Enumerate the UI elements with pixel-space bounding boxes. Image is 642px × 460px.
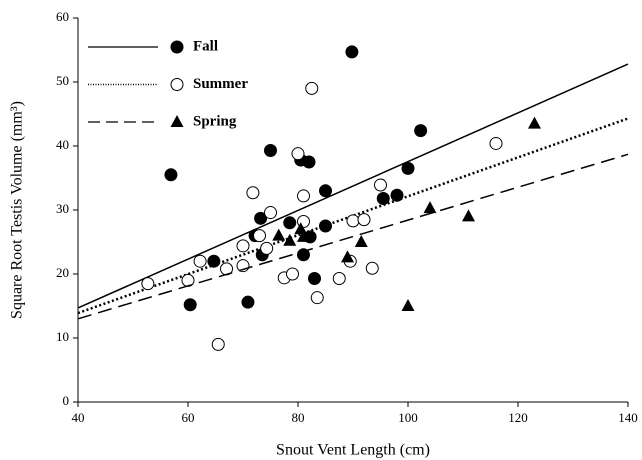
x-tick-label: 60: [182, 410, 195, 425]
point: [207, 254, 221, 268]
point: [164, 168, 178, 182]
point: [264, 143, 277, 157]
point: [308, 271, 321, 285]
fit-line: [77, 63, 629, 309]
point: [354, 235, 368, 247]
point: [141, 277, 155, 291]
point: [236, 239, 250, 253]
legend-marker: [170, 40, 184, 54]
point: [345, 45, 359, 59]
point: [401, 161, 415, 175]
point: [253, 229, 266, 243]
point: [283, 233, 297, 246]
x-tick-label: 100: [398, 410, 418, 425]
point: [302, 155, 316, 169]
fit-line: [77, 153, 629, 320]
point: [528, 116, 541, 129]
point: [193, 254, 207, 268]
x-axis-label: Snout Vent Length (cm): [276, 442, 430, 459]
legend-label: Summer: [193, 76, 248, 92]
y-axis-label: Square Root Testis Volume (mm³): [9, 101, 26, 319]
point: [254, 211, 268, 225]
point: [319, 184, 332, 198]
point: [241, 295, 255, 309]
point: [310, 291, 324, 305]
point: [260, 241, 274, 255]
legend-label: Spring: [193, 113, 237, 129]
point: [332, 271, 346, 285]
point: [264, 206, 277, 220]
point: [489, 136, 503, 150]
y-tick-label: 30: [56, 201, 69, 216]
point: [305, 81, 319, 95]
x-tick-label: 120: [508, 410, 528, 425]
y-tick-label: 20: [56, 265, 69, 280]
y-tick-label: 60: [56, 9, 69, 24]
point: [357, 213, 371, 227]
point: [246, 186, 260, 200]
x-tick-label: 80: [292, 410, 305, 425]
legend-label: Fall: [193, 38, 218, 54]
legend-marker: [170, 115, 184, 127]
y-tick-label: 50: [56, 73, 69, 88]
point: [365, 261, 379, 275]
point: [297, 229, 310, 242]
x-tick-label: 40: [72, 410, 85, 425]
point: [181, 273, 195, 287]
point: [346, 214, 360, 228]
point: [297, 189, 310, 203]
point: [183, 298, 197, 312]
fit-line: [77, 117, 629, 315]
point: [414, 124, 428, 138]
y-tick-label: 10: [56, 329, 69, 344]
point: [376, 191, 390, 205]
point: [283, 216, 297, 230]
point: [211, 337, 225, 351]
x-tick-label: 140: [618, 410, 638, 425]
legend-marker: [170, 78, 184, 91]
point: [423, 201, 437, 214]
point: [286, 267, 299, 281]
point: [341, 250, 354, 263]
point: [462, 209, 475, 222]
point: [291, 147, 305, 161]
point: [401, 299, 415, 311]
y-tick-label: 40: [56, 137, 69, 152]
point: [374, 178, 387, 192]
point: [272, 228, 286, 241]
y-tick-label: 0: [63, 393, 70, 408]
